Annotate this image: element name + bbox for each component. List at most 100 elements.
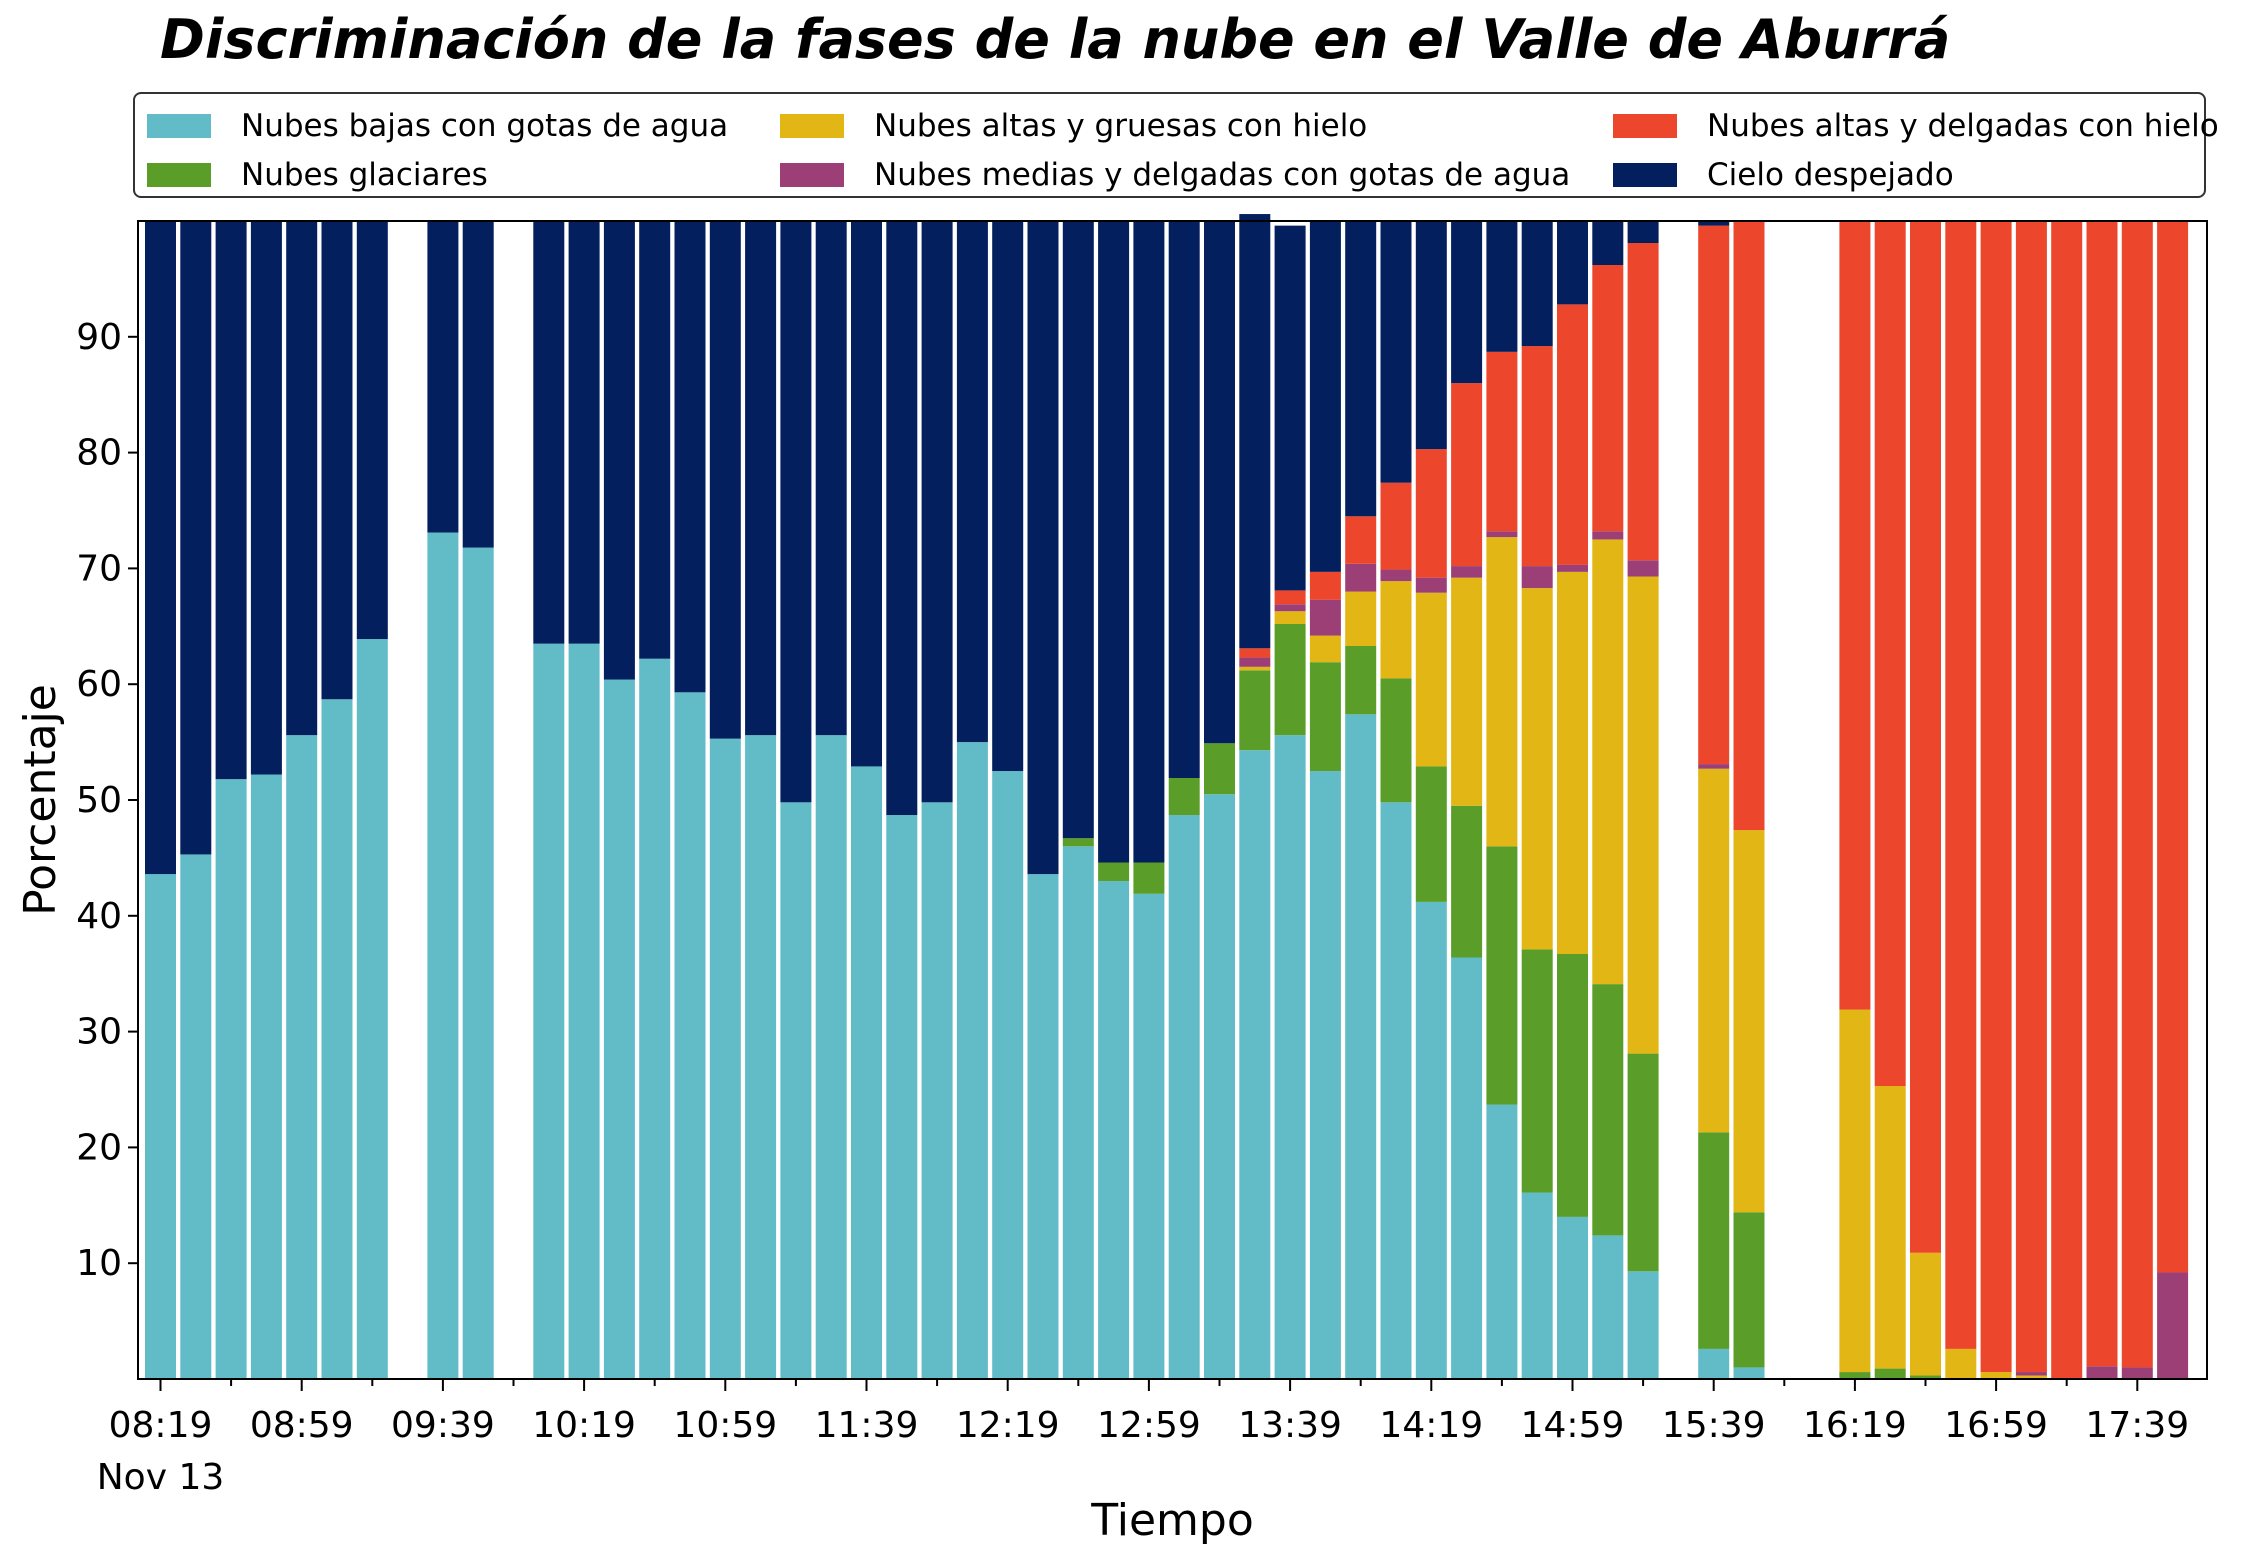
x-tick-label: 12:59 <box>1097 1405 1201 1446</box>
bar-segment <box>462 547 494 1379</box>
legend-label: Nubes altas y gruesas con hielo <box>874 108 1368 144</box>
bar-segment <box>886 815 918 1379</box>
bar-segment <box>2157 221 2189 1273</box>
bar-segment <box>1521 221 1553 347</box>
bar-segment <box>1168 815 1200 1379</box>
chart-title: Discriminación de la fases de la nube en… <box>160 8 1951 71</box>
bar-segment <box>1380 569 1412 582</box>
bar-segment <box>1451 957 1483 1379</box>
bar-segment <box>1309 771 1341 1379</box>
bar-segment <box>1345 516 1377 564</box>
bar-segment <box>1698 221 1730 226</box>
y-tick-label: 40 <box>76 896 122 937</box>
legend-item: Nubes altas y delgadas con hielo <box>1613 106 2219 146</box>
bar-segment <box>1415 766 1447 902</box>
bar-segment <box>1062 221 1094 839</box>
bar-segment <box>1521 566 1553 589</box>
bar-segment <box>462 221 494 548</box>
bar-segment <box>1380 581 1412 679</box>
bar-segment <box>2051 221 2083 1379</box>
bar-segment <box>1980 1372 2012 1379</box>
legend-swatch <box>780 163 844 187</box>
bar-segment <box>1698 1132 1730 1349</box>
legend-label: Cielo despejado <box>1707 157 1954 193</box>
bar-segment <box>1451 566 1483 578</box>
x-tick-label: 13:39 <box>1238 1405 1342 1446</box>
bar-segment <box>1380 802 1412 1379</box>
bar-segment <box>745 735 777 1379</box>
legend-item: Nubes medias y delgadas con gotas de agu… <box>780 155 1570 195</box>
bar-segment <box>215 779 247 1379</box>
bar-segment <box>1521 346 1553 567</box>
bar-segment <box>356 639 388 1379</box>
bar-segment <box>1204 794 1235 1379</box>
bar-segment <box>1627 576 1659 1054</box>
bar-segment <box>1486 221 1518 352</box>
bar-segment <box>1133 221 1165 863</box>
bar-segment <box>1627 243 1659 561</box>
bar-segment <box>1274 590 1306 605</box>
bar-segment <box>1557 571 1588 955</box>
bar-segment <box>1168 778 1200 816</box>
legend-swatch <box>1613 114 1677 138</box>
y-tick-label: 70 <box>76 548 122 589</box>
bar-segment <box>1168 221 1200 778</box>
x-date-label: Nov 13 <box>97 1457 225 1498</box>
bar-segment <box>1486 846 1518 1105</box>
y-tick-label: 50 <box>76 780 122 821</box>
bar-segment <box>1415 577 1447 593</box>
x-axis-label: Tiempo <box>1090 1495 1254 1546</box>
bar-segment <box>603 221 635 680</box>
bar-segment <box>956 221 988 743</box>
bar-segment <box>321 221 353 700</box>
bar-segment <box>1733 221 1765 831</box>
bar-segment <box>745 221 777 736</box>
bar-segment <box>1309 662 1341 772</box>
bar-segment <box>1557 221 1588 305</box>
bar-segment <box>1592 1235 1624 1379</box>
y-tick-label: 10 <box>76 1243 122 1284</box>
bar-segment <box>1980 221 2012 1373</box>
bar-segment <box>1521 949 1553 1193</box>
x-tick-label: 09:39 <box>391 1405 495 1446</box>
bar-segment <box>1627 1053 1659 1272</box>
bar-segment <box>1309 635 1341 663</box>
bar-segment <box>1274 611 1306 624</box>
y-axis-label: Porcentaje <box>15 684 66 916</box>
bar-segment <box>2015 1375 2047 1379</box>
bar-segment <box>639 221 671 659</box>
x-tick-label: 08:19 <box>109 1405 213 1446</box>
bar-segment <box>1380 678 1412 803</box>
y-tick-label: 30 <box>76 1012 122 1053</box>
bar-segment <box>921 221 953 803</box>
bar-segment <box>250 221 282 775</box>
bar-segment <box>286 221 318 736</box>
bar-segment <box>1451 805 1483 958</box>
bar-segment <box>1839 1009 1871 1373</box>
bar-segment <box>2015 221 2047 1373</box>
legend-label: Nubes altas y delgadas con hielo <box>1707 108 2219 144</box>
bar-segment <box>2086 1366 2118 1379</box>
x-tick-label: 16:59 <box>1944 1405 2048 1446</box>
bar-segment <box>1098 221 1130 863</box>
bar-segment <box>1627 560 1659 577</box>
legend: Nubes bajas con gotas de agua Nubes glaci… <box>133 92 2219 198</box>
bar-segment <box>1133 862 1165 894</box>
bar-segment <box>1345 221 1377 517</box>
bar-segment <box>815 221 847 736</box>
y-tick-label: 20 <box>76 1127 122 1168</box>
bar-segment <box>1027 874 1059 1379</box>
bar-segment <box>1062 838 1094 847</box>
bar-segment <box>886 221 918 816</box>
bar-segment <box>1415 221 1447 450</box>
bar-segment <box>1345 591 1377 646</box>
bar-segment <box>1874 1368 1906 1379</box>
bar-segment <box>1557 564 1588 572</box>
x-tick-label: 12:19 <box>956 1405 1060 1446</box>
bar-segment <box>250 774 282 1379</box>
y-tick-label: 80 <box>76 433 122 474</box>
bar-segment <box>1239 670 1271 751</box>
bar-segment <box>674 221 706 693</box>
bar-segment <box>1204 743 1235 795</box>
